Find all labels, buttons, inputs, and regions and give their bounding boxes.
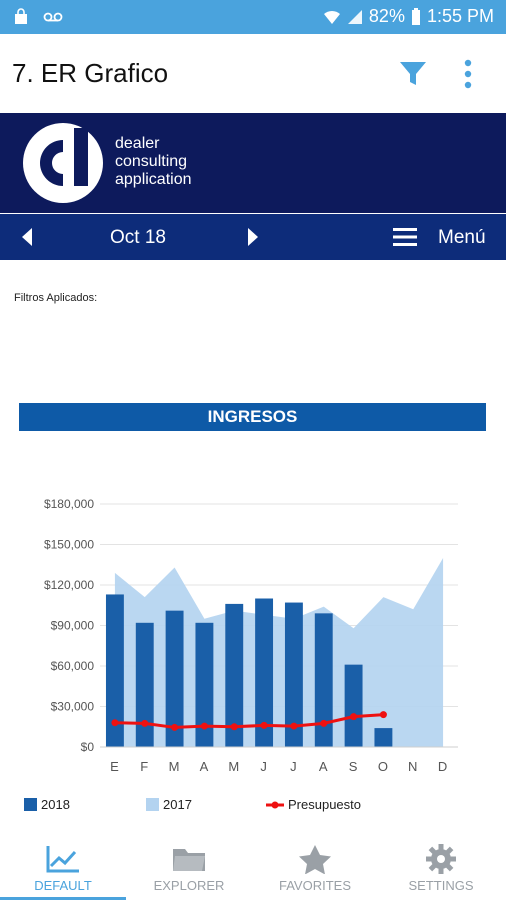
x-tick-label: F — [140, 759, 149, 774]
bar-2018 — [165, 610, 184, 747]
app-bar: 7. ER Grafico — [0, 34, 506, 112]
x-tick-label: S — [349, 759, 359, 774]
next-period-icon[interactable] — [244, 226, 262, 248]
bar-2018 — [255, 598, 274, 747]
series-2017-area — [114, 558, 444, 747]
y-tick-label: $120,000 — [44, 578, 94, 592]
section-title: INGRESOS — [19, 403, 486, 431]
y-tick-label: $180,000 — [44, 497, 94, 511]
x-tick-label: N — [408, 759, 418, 774]
x-tick-label: E — [110, 759, 120, 774]
bar-2018 — [344, 664, 363, 747]
tab-default-label: DEFAULT — [34, 878, 92, 893]
brand-banner: dealer consulting application — [0, 113, 506, 213]
bar-2018 — [284, 602, 303, 747]
legend-label-2017: 2017 — [163, 797, 192, 812]
x-tick-label: A — [319, 759, 329, 774]
presupuesto-point — [320, 719, 328, 727]
signal-icon — [347, 9, 362, 24]
presupuesto-point — [171, 723, 179, 731]
dca-logo-icon — [23, 123, 103, 203]
status-time: 1:55 PM — [426, 6, 494, 26]
bottom-tab-bar: DEFAULT EXPLORER FAVORITES SETTINGS — [0, 836, 506, 900]
page-title: 7. ER Grafico — [12, 58, 169, 88]
period-date: Oct 18 — [110, 227, 166, 248]
x-tick-label: O — [378, 759, 389, 774]
y-tick-label: $0 — [81, 740, 95, 754]
bar-2018 — [374, 728, 393, 747]
applied-filters-label: Filtros Aplicados: — [14, 292, 98, 304]
bar-2018 — [105, 594, 124, 747]
period-nav: Oct 18 Menú — [0, 214, 506, 260]
active-tab-indicator — [0, 897, 126, 900]
prev-period-icon[interactable] — [18, 226, 36, 248]
presupuesto-point — [290, 722, 298, 730]
presupuesto-point — [200, 722, 208, 730]
presupuesto-point — [141, 719, 149, 727]
logo-line-1: dealer — [115, 135, 160, 152]
logo-line-2: consulting — [115, 153, 188, 170]
legend-swatch-presupuesto — [266, 801, 284, 808]
legend-swatch-2017 — [146, 798, 159, 811]
wifi-icon — [323, 10, 340, 24]
x-tick-label: D — [438, 759, 448, 774]
x-tick-label: J — [260, 759, 268, 774]
tab-settings[interactable]: SETTINGS — [378, 836, 504, 900]
bar-2018 — [195, 622, 214, 747]
y-tick-label: $150,000 — [44, 538, 94, 552]
presupuesto-point — [111, 719, 119, 727]
presupuesto-point — [230, 723, 238, 731]
bar-2018 — [225, 603, 244, 747]
status-bar: 82% 1:55 PM — [0, 0, 506, 34]
legend-item-presupuesto: Presupuesto — [266, 797, 361, 812]
chart-legend: 2018 2017 Presupuesto — [0, 795, 506, 817]
legend-label-2018: 2018 — [41, 797, 70, 812]
menu-button[interactable]: Menú — [438, 227, 486, 248]
tab-default[interactable]: DEFAULT — [0, 836, 126, 900]
star-icon — [299, 845, 331, 874]
bar-2018 — [314, 613, 333, 747]
income-chart: $0 $30,000 $60,000 $90,000 $120,000 $150,000 $… — [44, 497, 458, 774]
x-tick-label: M — [169, 759, 181, 774]
logo-wordmark: dealer consulting application — [115, 135, 192, 189]
folder-icon — [173, 849, 205, 871]
x-tick-label: A — [200, 759, 210, 774]
presupuesto-point — [350, 713, 358, 721]
x-tick-label: M — [228, 759, 240, 774]
legend-swatch-2018 — [24, 798, 37, 811]
y-tick-label: $30,000 — [51, 700, 95, 714]
presupuesto-point — [260, 721, 268, 729]
tab-explorer-label: EXPLORER — [153, 878, 225, 893]
more-vert-icon[interactable] — [458, 58, 478, 90]
battery-percent: 82% — [368, 6, 405, 26]
tab-settings-label: SETTINGS — [408, 878, 474, 893]
y-tick-label: $60,000 — [51, 659, 95, 673]
bag-icon — [15, 8, 27, 24]
gear-icon — [426, 844, 456, 874]
battery-icon — [411, 7, 420, 25]
tab-explorer[interactable]: EXPLORER — [126, 836, 252, 900]
chart-line-icon — [46, 846, 79, 873]
voicemail-icon — [43, 12, 63, 22]
series-presupuesto-line — [114, 713, 384, 729]
tab-favorites-label: FAVORITES — [279, 878, 351, 893]
tab-favorites[interactable]: FAVORITES — [252, 836, 378, 900]
hamburger-menu-icon[interactable] — [393, 227, 417, 247]
legend-label-presupuesto: Presupuesto — [288, 797, 361, 812]
bar-2018 — [135, 622, 154, 747]
y-tick-label: $90,000 — [51, 619, 95, 633]
legend-item-2018: 2018 — [24, 797, 70, 812]
x-tick-label: J — [290, 759, 298, 774]
legend-item-2017: 2017 — [146, 797, 192, 812]
presupuesto-point — [379, 711, 387, 719]
filter-icon[interactable] — [398, 60, 428, 88]
logo-line-3: application — [115, 171, 192, 188]
